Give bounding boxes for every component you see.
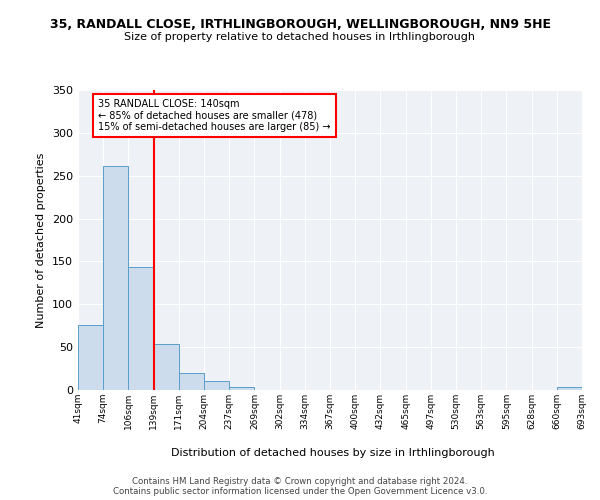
Bar	[229, 386, 254, 390]
Text: 35 RANDALL CLOSE: 140sqm
← 85% of detached houses are smaller (478)
15% of semi-: 35 RANDALL CLOSE: 140sqm ← 85% of detach…	[98, 99, 331, 132]
Text: Size of property relative to detached houses in Irthlingborough: Size of property relative to detached ho…	[125, 32, 476, 42]
Bar	[204, 382, 229, 390]
Text: Contains public sector information licensed under the Open Government Licence v3: Contains public sector information licen…	[113, 486, 487, 496]
Bar	[78, 325, 103, 390]
Bar	[154, 344, 179, 390]
Text: Contains HM Land Registry data © Crown copyright and database right 2024.: Contains HM Land Registry data © Crown c…	[132, 476, 468, 486]
Bar	[179, 373, 204, 390]
Y-axis label: Number of detached properties: Number of detached properties	[37, 152, 46, 328]
Bar	[128, 268, 154, 390]
Bar	[557, 386, 582, 390]
Bar	[103, 166, 128, 390]
Text: Distribution of detached houses by size in Irthlingborough: Distribution of detached houses by size …	[171, 448, 495, 458]
Text: 35, RANDALL CLOSE, IRTHLINGBOROUGH, WELLINGBOROUGH, NN9 5HE: 35, RANDALL CLOSE, IRTHLINGBOROUGH, WELL…	[49, 18, 551, 30]
